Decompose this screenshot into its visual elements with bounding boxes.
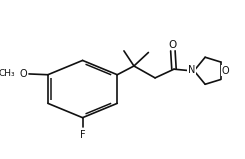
- Text: F: F: [80, 130, 85, 140]
- Text: CH₃: CH₃: [0, 69, 16, 78]
- Text: O: O: [20, 69, 27, 79]
- Text: O: O: [169, 40, 177, 50]
- Text: O: O: [221, 66, 229, 76]
- Text: N: N: [188, 65, 195, 75]
